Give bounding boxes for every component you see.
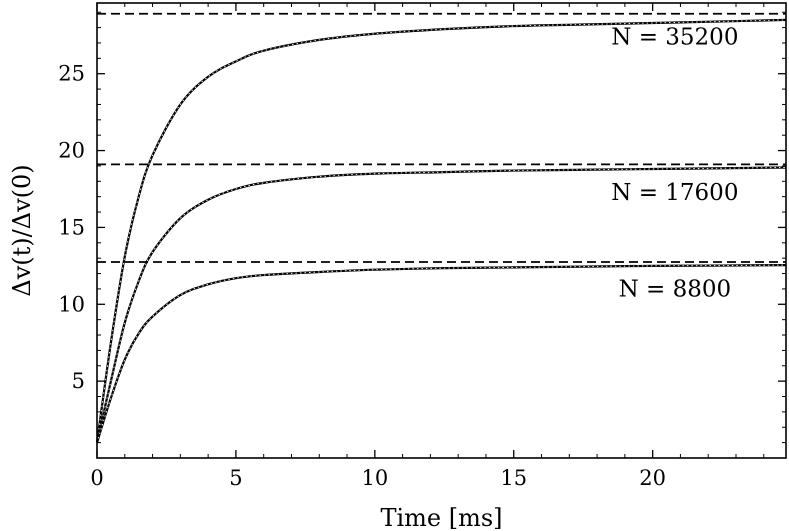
x-tick-label: 15 bbox=[500, 466, 527, 490]
series-annotation-1: N = 35200 bbox=[611, 25, 738, 51]
x-tick-label: 5 bbox=[229, 466, 242, 490]
y-tick-label: 20 bbox=[58, 139, 85, 163]
asymptotes-layer bbox=[97, 12, 786, 263]
x-tick-label: 0 bbox=[90, 466, 103, 490]
series-dotted-overlay-1 bbox=[96, 19, 787, 443]
y-tick-label: 5 bbox=[72, 369, 85, 393]
plot-frame bbox=[96, 2, 787, 459]
y-tick-label: 10 bbox=[58, 292, 85, 316]
ticks-layer: 0 5 10 15 20 5 10 15 20 25 bbox=[58, 3, 786, 490]
series-curve-3 bbox=[95, 263, 787, 443]
y-tick-label: 15 bbox=[58, 215, 85, 239]
curves-layer bbox=[95, 18, 787, 443]
series-curve-1 bbox=[95, 18, 787, 443]
series-curve-2 bbox=[95, 166, 787, 443]
x-tick-label: 10 bbox=[361, 466, 388, 490]
series-dotted-overlay-2 bbox=[96, 167, 787, 443]
x-axis-label: Time [ms] bbox=[380, 504, 502, 531]
series-annotation-2: N = 17600 bbox=[611, 180, 738, 206]
x-tick-label: 20 bbox=[639, 466, 666, 490]
y-axis-label: Δv(t)/Δv(0) bbox=[8, 164, 36, 296]
annotations-layer: N = 35200 N = 17600 N = 8800 bbox=[611, 25, 738, 303]
y-tick-label: 25 bbox=[58, 62, 85, 86]
series-annotation-3: N = 8800 bbox=[619, 277, 732, 303]
